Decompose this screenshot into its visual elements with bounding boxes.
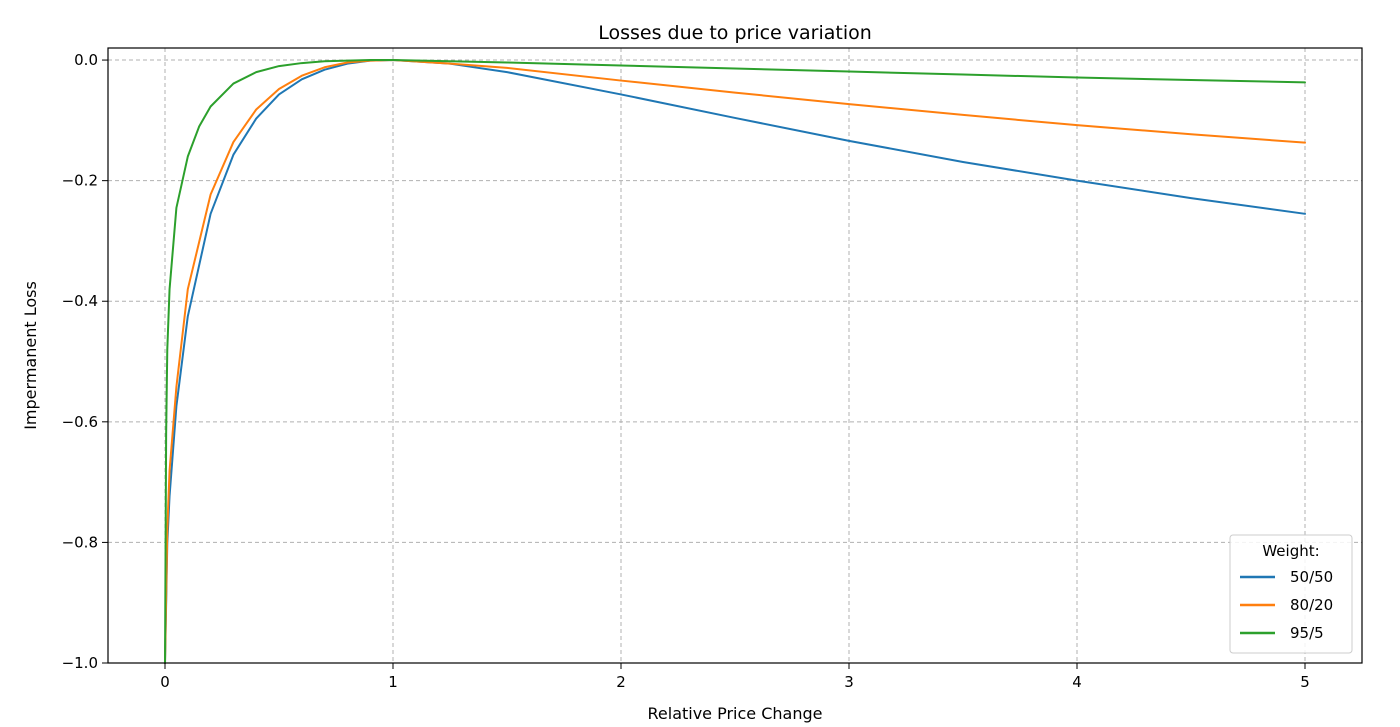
plot-frame <box>107 47 1363 664</box>
x-tick-label: 2 <box>616 673 626 691</box>
x-tick-label: 0 <box>160 673 170 691</box>
grid <box>108 48 1362 664</box>
series-line-50-50 <box>164 59 1306 664</box>
x-tick-label: 5 <box>1300 673 1310 691</box>
y-tick-label: −1.0 <box>62 654 98 672</box>
legend-label: 95/5 <box>1290 624 1324 642</box>
series-line-80-20 <box>164 59 1306 664</box>
legend-box <box>1229 534 1353 654</box>
legend-label: 80/20 <box>1290 596 1333 614</box>
y-tick-label: −0.8 <box>62 533 98 551</box>
series-lines <box>164 59 1306 664</box>
y-axis-title: Impermanent Loss <box>21 281 40 430</box>
y-tick-label: −0.4 <box>62 292 98 310</box>
y-tick-label: 0.0 <box>74 51 98 69</box>
x-tick-label: 3 <box>844 673 854 691</box>
legend-label: 50/50 <box>1290 568 1333 586</box>
legend-title: Weight: <box>1262 542 1319 560</box>
ticks: 0 1 2 3 4 5 0.0 −0.2 −0.4 −0.6 −0.8 −1.0 <box>62 51 1310 691</box>
x-tick-label: 1 <box>388 673 398 691</box>
series-line-95-5 <box>164 59 1306 664</box>
x-tick-label: 4 <box>1072 673 1082 691</box>
y-tick-label: −0.2 <box>62 172 98 190</box>
x-axis-title: Relative Price Change <box>648 704 823 723</box>
legend: Weight: 50/50 80/20 95/5 <box>1229 534 1353 654</box>
y-tick-label: −0.6 <box>62 413 98 431</box>
chart-title: Losses due to price variation <box>598 22 872 44</box>
